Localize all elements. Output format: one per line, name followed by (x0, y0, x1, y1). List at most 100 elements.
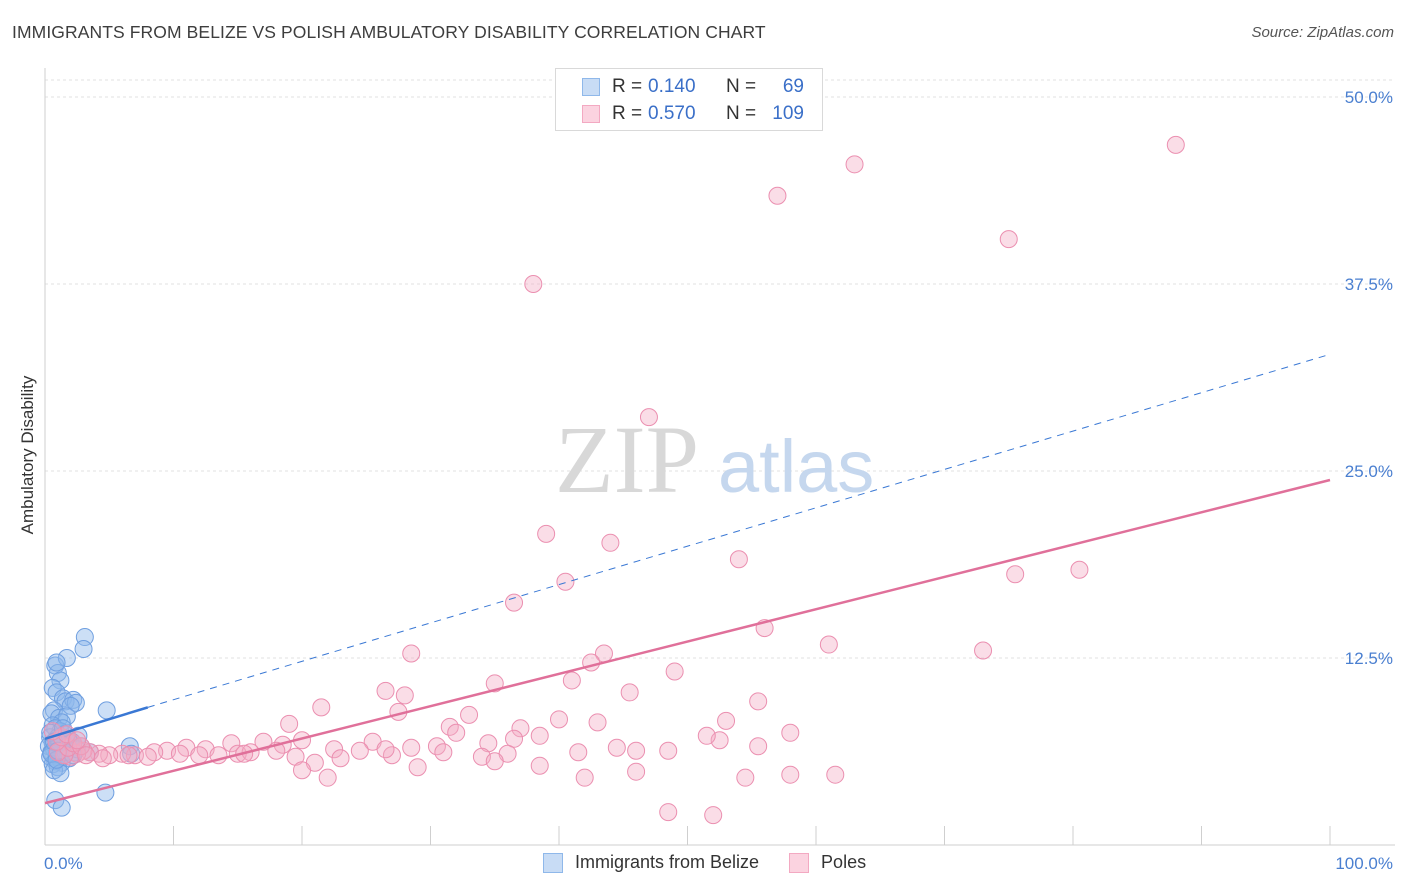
poles-point (190, 746, 209, 765)
poles-point (601, 533, 620, 552)
legend-r-label: R = (612, 103, 643, 124)
poles-point (729, 550, 748, 569)
series-poles-points (43, 135, 1185, 825)
y-tick-label: 37.5% (1345, 275, 1393, 294)
legend-r-value: 0.570 (648, 103, 696, 124)
poles-point (659, 803, 678, 822)
poles-point (550, 710, 568, 729)
poles-point (1006, 565, 1025, 584)
poles-point (781, 723, 800, 742)
correlation-legend: R = 0.140 N = 69 R = 0.570 N = 109 (555, 68, 823, 131)
legend-item-belize[interactable]: Immigrants from Belize (543, 852, 759, 873)
poles-point (620, 683, 639, 702)
poles-point (665, 662, 684, 681)
legend-n-value: 109 (772, 103, 804, 124)
legend-n-label: N = (726, 103, 757, 124)
poles-point (119, 746, 138, 765)
poles-point (222, 734, 241, 753)
poles-point (562, 671, 581, 690)
poles-point (704, 806, 723, 825)
legend-label-belize: Immigrants from Belize (575, 852, 760, 872)
poles-point (93, 749, 112, 768)
poles-point (819, 635, 838, 654)
belize-point (74, 640, 93, 659)
poles-point (749, 737, 768, 756)
poles-point (376, 681, 395, 700)
belize-point (97, 701, 116, 720)
legend-r-label: R = (612, 76, 643, 97)
legend-item-poles[interactable]: Poles (789, 852, 866, 873)
poles-point (138, 747, 157, 766)
poles-point (768, 186, 787, 205)
x-tick-label-max: 100.0% (1335, 854, 1393, 873)
series-belize-points (39, 628, 141, 817)
series-legend: Immigrants from Belize Poles (543, 852, 896, 873)
poles-point (434, 743, 453, 762)
poles-point (781, 765, 800, 784)
source-label: Source: ZipAtlas.com (1251, 24, 1394, 41)
poles-point (312, 698, 331, 717)
legend-swatch-belize (582, 78, 600, 96)
poles-point (402, 738, 421, 757)
belize-trend-dashed (147, 353, 1331, 708)
legend-r-value: 0.140 (648, 76, 696, 97)
belize-point (51, 671, 70, 690)
poles-point (408, 758, 427, 777)
poles-point (575, 768, 594, 787)
belize-point (47, 653, 66, 672)
poles-point (511, 719, 530, 738)
poles-point (280, 714, 299, 733)
poles-point (845, 155, 864, 174)
poles-point (1166, 135, 1185, 154)
poles-point (736, 768, 755, 787)
poles-point (376, 740, 395, 759)
chart-title: IMMIGRANTS FROM BELIZE VS POLISH AMBULAT… (12, 22, 766, 42)
poles-point (524, 275, 543, 293)
poles-point (826, 765, 845, 784)
legend-swatch-poles (789, 852, 810, 873)
poles-point (68, 731, 87, 750)
poles-point (556, 572, 575, 591)
belize-point (66, 693, 85, 712)
y-tick-label: 12.5% (1345, 649, 1393, 668)
poles-point (325, 740, 344, 759)
poles-point (170, 744, 189, 763)
tick-labels: 12.5% 25.0% 37.5% 50.0% 0.0% 100.0% (44, 88, 1393, 873)
poles-point (1070, 560, 1089, 579)
watermark-atlas: atlas (718, 425, 874, 508)
legend-n-value: 69 (782, 76, 804, 97)
y-tick-label: 50.0% (1345, 88, 1393, 107)
poles-point (717, 711, 736, 730)
poles-point (627, 741, 646, 760)
poles-point (113, 744, 132, 763)
legend-swatch-belize (543, 852, 563, 873)
legend-label-poles: Poles (821, 852, 867, 872)
belize-point (120, 737, 139, 756)
poles-point (537, 524, 556, 543)
poles-point (697, 726, 716, 745)
watermark: ZIP atlas (555, 406, 874, 513)
legend-row-belize: R = 0.140 N = 69 (582, 75, 804, 99)
belize-point (57, 649, 76, 667)
trend-lines (44, 353, 1331, 805)
legend-n-label: N = (726, 76, 757, 97)
poles-point (395, 686, 414, 705)
poles-point (402, 644, 421, 663)
belize-point (57, 707, 76, 726)
poles-point (447, 723, 466, 742)
poles-point (505, 593, 524, 612)
poles-point (485, 752, 504, 771)
poles-point (460, 705, 479, 724)
poles-point (318, 768, 337, 787)
poles-point (331, 749, 350, 768)
gridlines (45, 79, 1395, 659)
legend-swatch-poles (582, 105, 600, 123)
poles-point (659, 741, 678, 760)
poles-point (569, 743, 588, 762)
axes (44, 68, 1395, 846)
poles-point (627, 762, 646, 781)
belize-point (61, 696, 80, 715)
poles-point (588, 713, 607, 732)
legend-row-poles: R = 0.570 N = 109 (582, 102, 804, 126)
